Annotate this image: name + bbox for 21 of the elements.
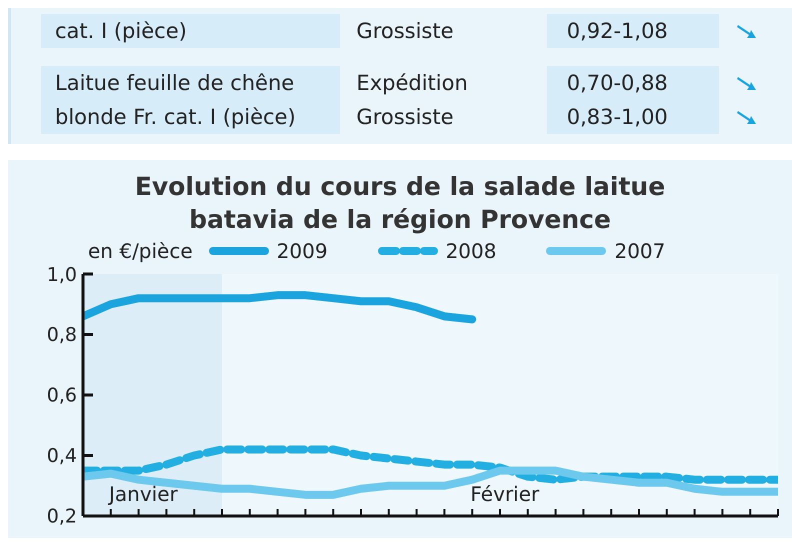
text: 0,92-1,08 — [566, 19, 669, 43]
text: Grossiste — [340, 100, 547, 134]
legend-label: 2008 — [446, 239, 496, 263]
text: Expédition — [340, 66, 547, 100]
y-tick-label: 0,4 — [46, 445, 77, 468]
text: blonde Fr. cat. I (pièce) — [54, 105, 297, 129]
text: Laitue feuille de chêne — [54, 71, 296, 95]
text: cat. I (pièce) — [54, 19, 188, 43]
legend-label: 2007 — [614, 239, 666, 263]
y-tick-label: 1,0 — [46, 264, 77, 286]
text: 0,70-0,88 — [566, 71, 669, 95]
text: Grossiste — [340, 14, 547, 48]
y-axis-title: en €/pièce — [88, 239, 193, 263]
annotation: Janvier — [109, 482, 178, 506]
text: 0,83-1,00 — [566, 105, 669, 129]
annotation: Février — [470, 482, 540, 506]
y-tick-label: 0,6 — [46, 384, 77, 407]
legend-label: 2009 — [276, 239, 328, 263]
y-tick-label: 0,2 — [46, 506, 77, 528]
y-tick-label: 0,8 — [46, 324, 77, 346]
chart-title: Evolution du cours de la salade laitue batavia de la région Provence — [134, 171, 666, 236]
